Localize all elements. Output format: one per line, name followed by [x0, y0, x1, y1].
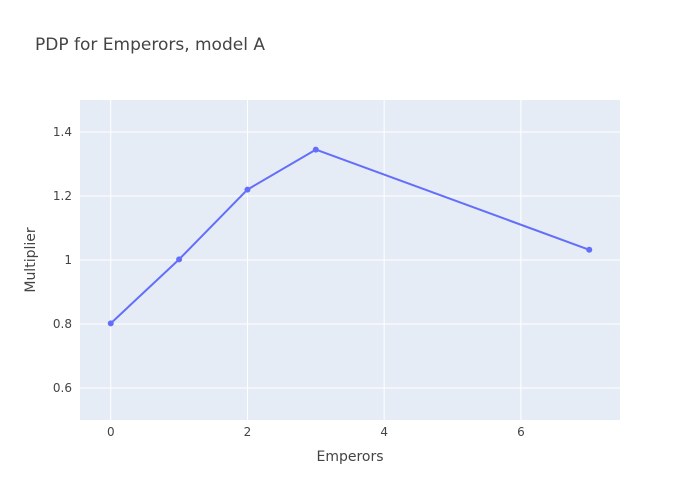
series-layer	[107, 146, 593, 327]
y-tick-label: 0.6	[53, 381, 72, 395]
data-point	[586, 246, 593, 253]
grid-lines	[80, 100, 620, 420]
y-tick-label: 1	[64, 253, 72, 267]
x-tick-label: 0	[107, 425, 115, 439]
x-tick-label: 4	[380, 425, 388, 439]
y-tick-label: 0.8	[53, 317, 72, 331]
data-point	[107, 320, 114, 327]
tick-labels: 0.6 0.8 1 1.2 1.4 0 2 4 6	[53, 125, 525, 439]
data-point	[244, 186, 251, 193]
data-point	[312, 146, 319, 153]
data-point	[176, 256, 183, 263]
x-tick-label: 6	[517, 425, 525, 439]
y-axis-title: Multiplier	[23, 227, 39, 293]
chart-title: PDP for Emperors, model A	[35, 35, 265, 55]
x-tick-label: 2	[244, 425, 252, 439]
x-axis-title: Emperors	[316, 449, 383, 465]
y-tick-label: 1.2	[53, 189, 72, 203]
y-tick-label: 1.4	[53, 125, 72, 139]
